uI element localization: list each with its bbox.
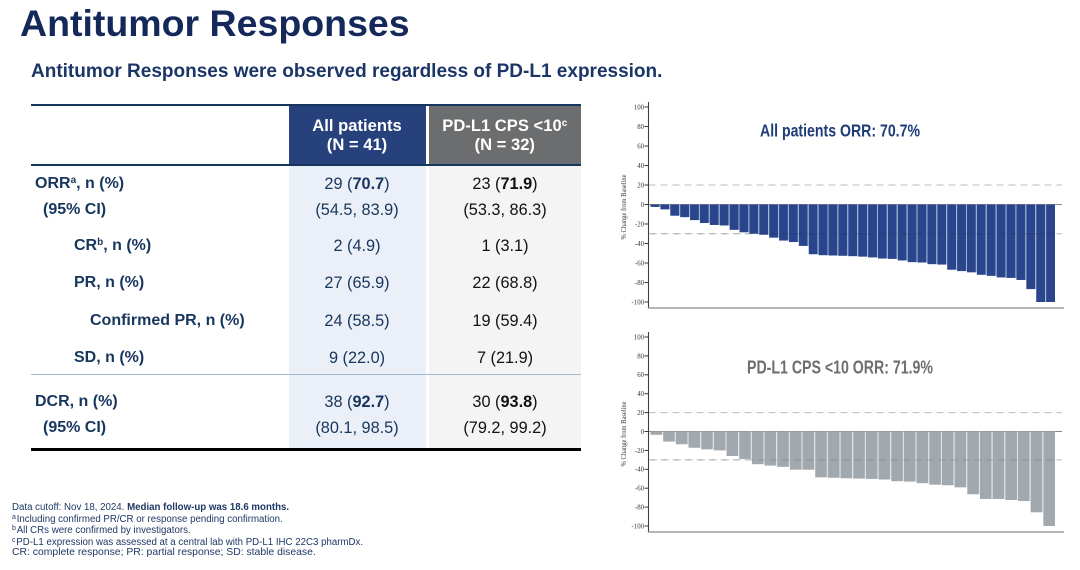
svg-text:-100: -100	[632, 299, 645, 306]
svg-text:PD-L1 CPS <10 ORR: 71.9%: PD-L1 CPS <10 ORR: 71.9%	[747, 357, 933, 377]
svg-text:40: 40	[637, 391, 644, 398]
svg-text:-100: -100	[632, 523, 645, 530]
svg-text:40: 40	[637, 163, 644, 170]
svg-text:80: 80	[637, 124, 644, 131]
svg-text:-80: -80	[635, 280, 645, 287]
svg-text:80: 80	[637, 353, 644, 360]
svg-text:20: 20	[637, 182, 644, 189]
svg-text:20: 20	[637, 410, 644, 417]
svg-text:-60: -60	[635, 486, 645, 493]
svg-text:100: 100	[634, 334, 645, 341]
svg-text:-20: -20	[635, 448, 645, 455]
svg-text:-40: -40	[635, 241, 645, 248]
svg-text:% Change from Baseline: % Change from Baseline	[620, 402, 628, 467]
svg-text:100: 100	[634, 104, 645, 111]
svg-text:60: 60	[637, 143, 644, 150]
svg-text:-80: -80	[635, 505, 645, 512]
svg-text:% Change from Baseline: % Change from Baseline	[620, 175, 628, 240]
svg-text:-40: -40	[635, 467, 645, 474]
svg-text:-60: -60	[635, 260, 645, 267]
svg-text:All patients ORR: 70.7%: All patients ORR: 70.7%	[760, 120, 920, 140]
svg-text:0: 0	[641, 202, 645, 209]
svg-text:-20: -20	[635, 221, 645, 228]
svg-text:0: 0	[641, 429, 645, 436]
svg-text:60: 60	[637, 372, 644, 379]
